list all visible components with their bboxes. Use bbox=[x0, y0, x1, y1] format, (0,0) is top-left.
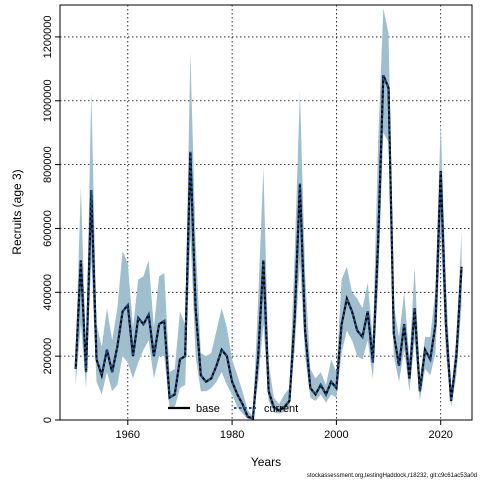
legend-label-base: base bbox=[196, 403, 220, 415]
confidence-band bbox=[75, 8, 462, 420]
x-tick-label: 1960 bbox=[116, 429, 140, 441]
y-tick-label: 0 bbox=[42, 417, 54, 423]
y-axis-label: Recruits (age 3) bbox=[10, 169, 24, 254]
y-tick-label: 400000 bbox=[42, 274, 54, 311]
x-axis: 1960 1980 2000 2020 bbox=[116, 420, 453, 441]
y-tick-label: 1200000 bbox=[42, 16, 54, 59]
x-axis-label: Years bbox=[251, 455, 281, 469]
y-tick-label: 800000 bbox=[42, 146, 54, 183]
footer-text: stockassessment.org,testingHaddock,r1823… bbox=[307, 473, 477, 479]
y-tick-label: 600000 bbox=[42, 210, 54, 247]
x-tick-label: 2020 bbox=[428, 429, 452, 441]
legend-label-current: current bbox=[264, 403, 298, 415]
y-tick-label: 200000 bbox=[42, 338, 54, 375]
series-line-current bbox=[74, 74, 463, 420]
plot-frame bbox=[59, 4, 473, 421]
y-tick-label: 1000000 bbox=[42, 79, 54, 122]
x-tick-label: 1980 bbox=[220, 429, 244, 441]
x-tick-label: 2000 bbox=[324, 429, 348, 441]
y-axis: 0 200000 400000 600000 800000 1000000 1200000 bbox=[42, 16, 60, 423]
legend: base current bbox=[168, 403, 298, 415]
